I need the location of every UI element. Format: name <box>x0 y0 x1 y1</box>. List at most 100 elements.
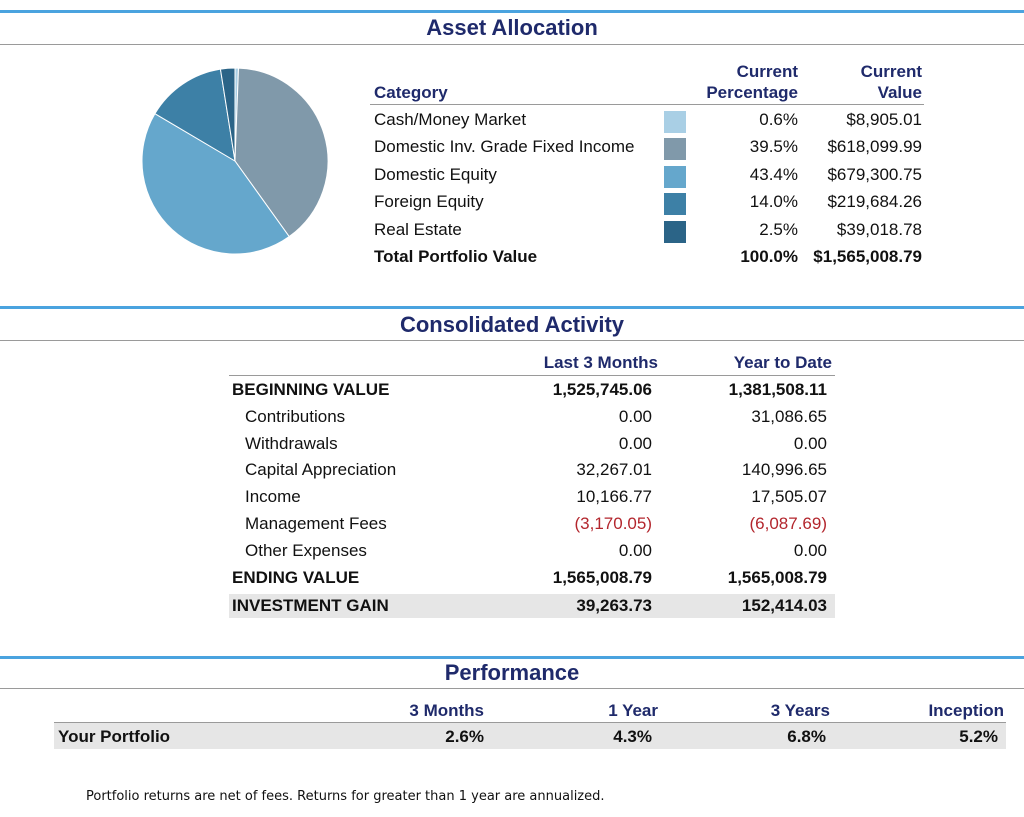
allocation-percentage: 39.5% <box>749 137 798 157</box>
pie-slice-domestic-equity <box>141 112 290 255</box>
footnote: Portfolio returns are net of fees. Retur… <box>86 789 605 804</box>
your-portfolio-label: Your Portfolio <box>58 727 171 746</box>
activity-value-year-to-date: 17,505.07 <box>751 487 827 507</box>
activity-value-year-to-date: 31,086.65 <box>751 406 827 426</box>
asset-allocation-title: Asset Allocation <box>426 15 598 40</box>
activity-row: ENDING VALUE 1,565,008.79 1,565,008.79 <box>229 568 835 595</box>
activity-row: INVESTMENT GAIN 39,263.73 152,414.03 <box>229 594 835 619</box>
allocation-percentage: 14.0% <box>749 192 798 212</box>
table-header-rule <box>370 104 924 105</box>
activity-value-last-3-months: 10,166.77 <box>576 487 652 507</box>
allocation-row: Real Estate 2.5% $39,018.78 <box>374 220 924 247</box>
perf-header-3-years: 3 Years <box>770 701 830 720</box>
section-rule <box>0 340 1024 341</box>
allocation-category: Real Estate <box>374 219 462 239</box>
activity-label: Contributions <box>245 406 346 426</box>
activity-row: Contributions 0.00 31,086.65 <box>229 407 835 434</box>
allocation-swatch <box>664 220 686 243</box>
allocation-category: Domestic Equity <box>374 164 497 184</box>
allocation-percentage: 2.5% <box>759 219 798 239</box>
activity-value-last-3-months: 1,525,745.06 <box>552 380 652 399</box>
activity-row: Management Fees (3,170.05) (6,087.69) <box>229 514 835 541</box>
section-rule <box>0 688 1024 689</box>
activity-value-year-to-date: (6,087.69) <box>749 514 828 533</box>
section-top-rule <box>0 306 1024 309</box>
allocation-pie-chart <box>141 67 329 255</box>
activity-header-rule <box>229 375 835 376</box>
activity-value-year-to-date: 152,414.03 <box>741 596 827 616</box>
activity-label: ENDING VALUE <box>232 567 360 587</box>
percentage-header-line2: Percentage <box>706 83 798 102</box>
activity-value-year-to-date: 0.00 <box>793 540 827 560</box>
perf-value-inception: 5.2% <box>959 727 998 746</box>
activity-value-last-3-months: (3,170.05) <box>574 514 653 533</box>
last-3-months-header: Last 3 Months <box>543 353 658 372</box>
allocation-category: Cash/Money Market <box>374 110 527 129</box>
perf-value-3-years: 6.8% <box>787 727 826 746</box>
activity-value-last-3-months: 0.00 <box>618 406 652 426</box>
your-portfolio-row: Your Portfolio 2.6% 4.3% 6.8% 5.2% <box>54 723 1006 749</box>
allocation-swatch <box>664 111 686 133</box>
performance-title: Performance <box>444 660 580 685</box>
allocation-value: $219,684.26 <box>827 192 922 212</box>
perf-value-3-months: 2.6% <box>445 727 484 746</box>
activity-value-year-to-date: 0.00 <box>793 433 827 453</box>
total-label: Total Portfolio Value <box>374 247 538 266</box>
activity-label: Capital Appreciation <box>245 460 397 480</box>
category-header: Category <box>374 83 448 102</box>
consolidated-activity-title: Consolidated Activity <box>399 312 625 337</box>
activity-label: Income <box>245 487 301 507</box>
section-top-rule <box>0 656 1024 659</box>
activity-value-year-to-date: 1,381,508.11 <box>728 380 827 399</box>
pie-slice-real-estate <box>219 67 236 162</box>
perf-value-1-year: 4.3% <box>613 727 652 746</box>
activity-value-year-to-date: 1,565,008.79 <box>727 567 827 587</box>
allocation-row: Domestic Inv. Grade Fixed Income 39.5% $61… <box>374 137 924 164</box>
allocation-value: $679,300.75 <box>827 164 922 184</box>
pie-slice-domestic-inv-grade-fixed-income <box>234 67 329 238</box>
allocation-value: $618,099.99 <box>827 137 922 157</box>
perf-header-1-year: 1 Year <box>608 701 658 720</box>
allocation-row: Cash/Money Market 0.6% $8,905.01 <box>374 110 924 137</box>
value-header-line1: Current <box>860 62 922 81</box>
allocation-percentage: 43.4% <box>749 164 798 184</box>
allocation-category: Foreign Equity <box>374 192 484 212</box>
activity-value-last-3-months: 39,263.73 <box>576 596 652 616</box>
allocation-swatch <box>664 165 686 188</box>
allocation-category: Domestic Inv. Grade Fixed Income <box>374 137 635 157</box>
allocation-value: $8,905.01 <box>846 110 922 129</box>
allocation-percentage: 0.6% <box>759 110 798 129</box>
perf-header-3-months: 3 Months <box>409 701 484 720</box>
activity-label: Management Fees <box>245 514 387 533</box>
activity-value-year-to-date: 140,996.65 <box>741 460 827 480</box>
activity-value-last-3-months: 0.00 <box>618 433 652 453</box>
activity-row: Other Expenses 0.00 0.00 <box>229 541 835 568</box>
perf-header-inception: Inception <box>928 701 1004 720</box>
perf-header-rule <box>54 722 1006 723</box>
allocation-row: Foreign Equity 14.0% $219,684.26 <box>374 192 924 219</box>
allocation-value: $39,018.78 <box>836 219 922 239</box>
activity-row: Withdrawals 0.00 0.00 <box>229 434 835 461</box>
activity-row: Income 10,166.77 17,505.07 <box>229 487 835 514</box>
percentage-header-line1: Current <box>736 62 798 81</box>
section-top-rule <box>0 10 1024 13</box>
allocation-row: Domestic Equity 43.4% $679,300.75 <box>374 165 924 192</box>
allocation-swatch <box>664 138 686 161</box>
year-to-date-header: Year to Date <box>733 353 832 372</box>
pie-slice-foreign-equity <box>154 68 236 162</box>
value-header-line2: Value <box>877 83 922 102</box>
activity-label: Other Expenses <box>245 540 367 560</box>
activity-label: BEGINNING VALUE <box>232 380 390 399</box>
activity-row: BEGINNING VALUE 1,525,745.06 1,381,508.11 <box>229 380 835 407</box>
activity-value-last-3-months: 1,565,008.79 <box>552 567 652 587</box>
section-rule <box>0 44 1024 45</box>
activity-value-last-3-months: 32,267.01 <box>576 460 652 480</box>
activity-label: INVESTMENT GAIN <box>232 596 389 616</box>
activity-label: Withdrawals <box>245 433 338 453</box>
total-row: Total Portfolio Value 100.0% $1,565,008.… <box>374 247 924 274</box>
total-percentage: 100.0% <box>740 247 798 266</box>
activity-value-last-3-months: 0.00 <box>618 540 652 560</box>
total-value: $1,565,008.79 <box>813 247 922 266</box>
activity-row: Capital Appreciation 32,267.01 140,996.65 <box>229 460 835 487</box>
allocation-swatch <box>664 193 686 216</box>
